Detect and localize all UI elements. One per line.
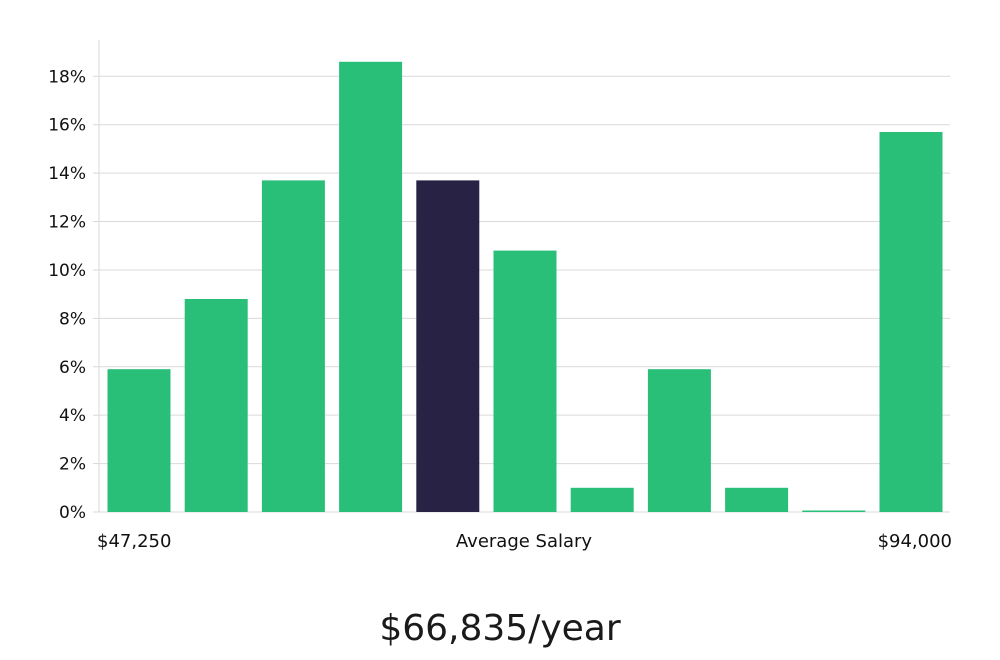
bar-average-salary: [416, 180, 480, 512]
bar: [493, 250, 557, 513]
y-tick-label: 10%: [48, 261, 86, 281]
bar: [879, 131, 943, 512]
bar: [261, 180, 325, 512]
y-tick-label: 16%: [48, 116, 86, 136]
x-label-max: $94,000: [878, 531, 952, 552]
x-label-min: $47,250: [97, 531, 171, 552]
y-tick-label: 0%: [59, 503, 86, 523]
bar: [184, 298, 248, 512]
y-tick-label: 14%: [48, 164, 86, 184]
y-tick-label: 6%: [59, 358, 86, 378]
bar: [802, 510, 866, 512]
bar: [570, 487, 634, 512]
y-tick-label: 12%: [48, 213, 86, 233]
y-tick-label: 18%: [48, 67, 86, 87]
x-label-center: Average Salary: [456, 531, 593, 552]
average-salary-value: $66,835/year: [379, 608, 621, 649]
bar: [647, 369, 711, 512]
y-tick-label: 8%: [59, 309, 86, 329]
bar: [107, 369, 171, 512]
bars: [107, 61, 943, 513]
y-tick-label: 4%: [59, 406, 86, 426]
bar: [725, 487, 789, 512]
y-axis-ticks: 0% 2% 4% 6% 8% 10% 12% 14% 16% 18%: [48, 67, 99, 523]
bar: [339, 61, 403, 513]
y-tick-label: 2%: [59, 455, 86, 475]
